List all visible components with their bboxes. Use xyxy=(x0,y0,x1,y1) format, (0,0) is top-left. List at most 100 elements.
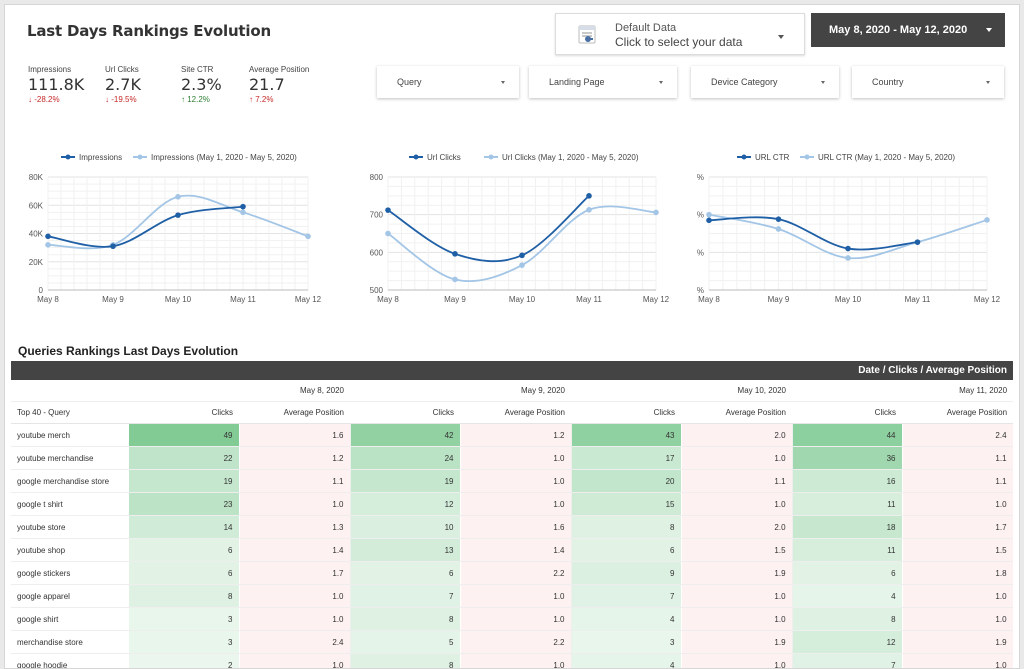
data-point[interactable] xyxy=(653,209,659,216)
position-column-header: Average Position xyxy=(460,401,571,424)
data-source-selector[interactable]: Default Data Click to select your data xyxy=(555,13,805,55)
data-point[interactable] xyxy=(45,233,51,240)
position-column-header: Average Position xyxy=(239,401,350,424)
table-row[interactable]: google merchandise store 19 1.1 19 1.0 20 1.1 1… xyxy=(11,469,1013,493)
filter-label: Query xyxy=(397,77,422,87)
clicks-cell: 4 xyxy=(571,607,682,631)
filter-landing-page[interactable]: Landing Page xyxy=(529,66,677,98)
data-point[interactable] xyxy=(175,212,181,218)
url-ctr-line-chart: URL CTR URL CTR (May 1, 2020 - May 5, 202… xyxy=(697,153,1001,304)
x-tick-label: May 12 xyxy=(295,295,322,304)
data-point[interactable] xyxy=(452,251,458,257)
chevron-down-icon xyxy=(986,28,992,32)
position-cell: 1.1 xyxy=(902,469,1013,493)
data-point[interactable] xyxy=(45,242,51,248)
table-row[interactable]: google hoodie 2 1.0 8 1.0 4 1.0 7 1.0 xyxy=(11,653,1013,668)
x-tick-label: May 10 xyxy=(165,295,192,304)
data-point[interactable] xyxy=(519,252,525,259)
kpi-site-ctr: Site CTR 2.3% ↑ 12.2% xyxy=(181,65,222,104)
position-cell: 1.0 xyxy=(681,584,793,608)
data-point[interactable] xyxy=(775,226,782,232)
table-row[interactable]: youtube merch 49 1.6 42 1.2 43 2.0 44 2.4 xyxy=(11,423,1013,447)
position-cell: 1.5 xyxy=(681,538,793,562)
x-tick-label: May 8 xyxy=(37,295,59,304)
table-row[interactable]: youtube store 14 1.3 10 1.6 8 2.0 18 1.7 xyxy=(11,515,1013,539)
table-row[interactable]: youtube merchandise 22 1.2 24 1.0 17 1.0 36 1.1 xyxy=(11,446,1013,470)
chevron-down-icon xyxy=(821,81,825,84)
clicks-cell: 17 xyxy=(571,446,682,470)
table-row[interactable]: google t shirt 23 1.0 12 1.0 15 1.0 11 1.0 xyxy=(11,492,1013,516)
data-point[interactable] xyxy=(706,217,712,224)
data-point[interactable] xyxy=(240,203,246,210)
y-tick-label: 60K xyxy=(29,201,44,210)
date-range-label: May 8, 2020 - May 12, 2020 xyxy=(829,24,968,36)
series-line xyxy=(708,216,918,251)
clicks-cell: 16 xyxy=(792,469,903,493)
position-cell: 1.0 xyxy=(460,446,572,470)
table-row[interactable]: google shirt 3 1.0 8 1.0 4 1.0 8 1.0 xyxy=(11,607,1013,631)
data-point[interactable] xyxy=(305,233,311,240)
data-point[interactable] xyxy=(175,193,181,200)
clicks-cell: 19 xyxy=(350,469,461,493)
clicks-column-header: Clicks xyxy=(350,401,460,424)
clicks-cell: 8 xyxy=(129,584,240,608)
position-cell: 2.0 xyxy=(681,423,793,447)
y-tick-label: 3% xyxy=(697,173,704,182)
data-point[interactable] xyxy=(519,262,525,268)
x-tick-label: May 12 xyxy=(643,295,670,304)
query-cell: google stickers xyxy=(11,561,129,585)
kpi-impressions: Impressions 111.8K ↓ -28.2% xyxy=(28,65,84,104)
legend-label: URL CTR (May 1, 2020 - May 5, 2020) xyxy=(818,153,955,162)
clicks-cell: 4 xyxy=(571,653,682,668)
y-tick-label: 1% xyxy=(697,248,704,257)
data-point[interactable] xyxy=(775,216,782,222)
data-point[interactable] xyxy=(385,230,391,237)
data-point[interactable] xyxy=(914,239,921,245)
data-point[interactable] xyxy=(984,217,990,223)
position-cell: 1.6 xyxy=(239,423,351,447)
kpi-label: Url Clicks xyxy=(105,65,139,74)
data-point[interactable] xyxy=(586,206,592,213)
table-header-bar: Date / Clicks / Average Position xyxy=(11,361,1013,380)
legend-label: Impressions (May 1, 2020 - May 5, 2020) xyxy=(151,153,297,162)
table-date-row: May 8, 2020 May 9, 2020 May 10, 2020 May 11… xyxy=(11,380,1013,402)
date-header: May 10, 2020 xyxy=(571,380,793,402)
y-tick-label: 0 xyxy=(39,286,44,295)
data-point[interactable] xyxy=(845,255,851,261)
filter-country[interactable]: Country xyxy=(852,66,1004,98)
date-range-picker[interactable]: May 8, 2020 - May 12, 2020 xyxy=(811,13,1005,47)
clicks-cell: 18 xyxy=(792,515,903,539)
position-cell: 1.1 xyxy=(681,469,793,493)
position-cell: 1.3 xyxy=(239,515,351,539)
data-point[interactable] xyxy=(586,193,592,199)
data-point[interactable] xyxy=(385,207,391,213)
filter-label: Landing Page xyxy=(549,77,605,87)
table-row[interactable]: google apparel 8 1.0 7 1.0 7 1.0 4 1.0 xyxy=(11,584,1013,608)
legend-marker xyxy=(804,154,810,160)
y-tick-label: 2% xyxy=(697,211,704,220)
x-tick-label: May 9 xyxy=(444,295,466,304)
clicks-cell: 22 xyxy=(129,446,240,470)
table-row[interactable]: google stickers 6 1.7 6 2.2 9 1.9 6 1.8 xyxy=(11,561,1013,585)
data-point[interactable] xyxy=(845,245,851,252)
data-point[interactable] xyxy=(706,211,712,218)
x-tick-label: May 9 xyxy=(768,295,790,304)
query-cell: google merchandise store xyxy=(11,469,129,493)
series-line xyxy=(47,205,244,248)
kpi-average-position: Average Position 21.7 ↑ 7.2% xyxy=(249,65,309,104)
query-cell: youtube merch xyxy=(11,423,129,447)
filter-device-category[interactable]: Device Category xyxy=(691,66,839,98)
table-row[interactable]: merchandise store 3 2.4 5 2.2 3 1.9 12 1.9 xyxy=(11,630,1013,654)
data-point[interactable] xyxy=(452,276,458,283)
position-cell: 1.9 xyxy=(681,561,793,585)
clicks-cell: 15 xyxy=(571,492,682,516)
x-tick-label: May 9 xyxy=(102,295,124,304)
kpi-label: Site CTR xyxy=(181,65,214,74)
url-clicks-line-chart: Url Clicks Url Clicks (May 1, 2020 - May … xyxy=(370,153,670,304)
filter-query[interactable]: Query xyxy=(377,66,519,98)
clicks-cell: 8 xyxy=(350,653,461,668)
clicks-cell: 6 xyxy=(571,538,682,562)
data-point[interactable] xyxy=(240,209,246,216)
table-row[interactable]: youtube shop 6 1.4 13 1.4 6 1.5 11 1.5 xyxy=(11,538,1013,562)
data-point[interactable] xyxy=(110,243,116,250)
